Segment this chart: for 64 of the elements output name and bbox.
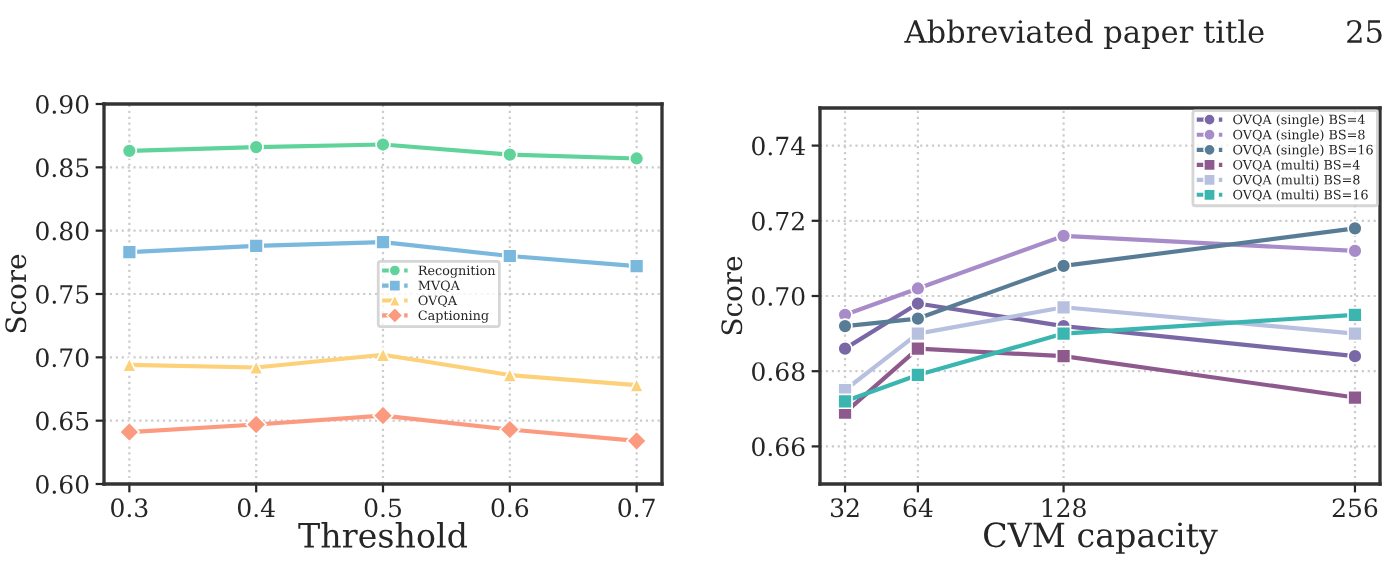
x-tick-label: 0.3 [111,498,148,518]
point [375,136,391,153]
point [1055,325,1072,342]
point [245,413,267,436]
point [1347,348,1363,364]
y-axis-title: Score [5,254,27,333]
y-tick-label: 0.70 [36,348,89,368]
point [1347,307,1363,323]
point [910,295,926,312]
x-tick-label: 0.6 [491,498,529,518]
point [628,150,645,167]
y-tick-label: 0.74 [752,136,805,156]
x-tick-label: 256 [1332,498,1378,518]
point [837,318,853,334]
point [837,340,853,357]
point [625,430,648,452]
y-tick-label: 0.80 [36,221,89,241]
point [502,146,518,163]
point [910,325,926,342]
y-tick-label: 0.70 [752,286,805,306]
point [1347,220,1363,237]
point [375,347,391,363]
point [1347,243,1363,259]
point [248,238,264,254]
y-tick-label: 0.66 [752,437,805,457]
x-tick-label: 0.5 [364,498,401,518]
point [375,234,391,250]
y-tick-label: 0.85 [36,158,89,178]
point [121,244,138,260]
point [372,404,394,427]
point [910,310,926,327]
point [1347,389,1363,406]
point [837,393,853,410]
point [499,418,521,441]
y-axis-title: Score [721,256,743,335]
point [248,359,264,376]
x-tick-label: 0.7 [618,498,655,518]
point [1055,228,1072,244]
point [1055,258,1072,274]
y-tick-label: 0.68 [752,362,805,382]
x-tick-label: 64 [903,498,933,518]
text: Abbreviated paper title [904,19,1264,49]
point [910,367,926,383]
y-tick-label: 0.90 [36,94,89,114]
point [248,139,264,155]
point [502,248,518,264]
text: 25 [1347,19,1382,44]
x-axis-title: Threshold [298,522,468,548]
y-tick-label: 0.60 [36,474,89,494]
y-tick-label: 0.65 [36,411,89,431]
point [1055,348,1072,364]
point [910,340,926,357]
x-tick-label: 32 [831,498,859,518]
x-tick-label: 128 [1042,498,1086,518]
y-tick-label: 0.75 [36,284,89,304]
y-tick-label: 0.72 [752,211,804,231]
point [1055,299,1072,316]
point [628,258,645,274]
x-tick-label: 0.4 [237,498,275,518]
x-axis-title: CVM capacity [984,522,1218,555]
point [1347,325,1363,342]
point [910,280,926,297]
point [118,421,141,443]
point [121,143,138,159]
